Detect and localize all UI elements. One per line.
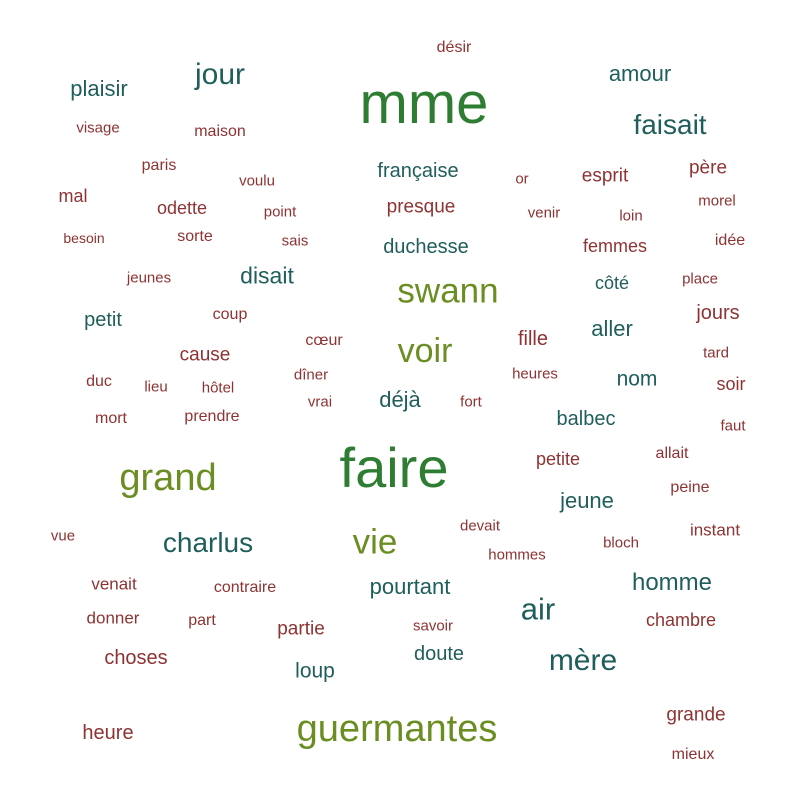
word-donner: donner (86, 608, 140, 628)
word-plaisir: plaisir (70, 76, 128, 101)
word-prendre: prendre (184, 408, 240, 425)
word-besoin: besoin (63, 230, 105, 246)
word-loup: loup (295, 659, 335, 683)
word-faire: faire (339, 436, 449, 499)
word-pourtant: pourtant (369, 574, 451, 599)
word-venait: venait (91, 574, 137, 594)
word-duc: duc (86, 373, 112, 390)
word-grand: grand (119, 457, 217, 499)
word-place: place (682, 270, 718, 288)
word-coeur: cœur (305, 332, 343, 349)
word-visage: visage (76, 119, 120, 137)
word-savoir: savoir (412, 617, 454, 635)
word-homme: homme (631, 569, 713, 596)
word-sais: sais (281, 232, 309, 250)
word-part: part (188, 612, 216, 629)
word-chambre: chambre (645, 610, 717, 630)
word-aller: aller (591, 316, 633, 341)
word-heure: heure (82, 722, 134, 744)
word-devait: devait (459, 517, 501, 535)
word-fort: fort (460, 393, 482, 411)
word-pere: père (688, 157, 728, 179)
word-peine: peine (670, 479, 710, 496)
word-loin: loin (619, 207, 643, 225)
word-bloch: bloch (603, 534, 639, 552)
word-venir: venir (527, 204, 561, 222)
word-mal: mal (58, 186, 88, 206)
word-esprit: esprit (581, 165, 629, 187)
word-disait: disait (240, 262, 294, 289)
word-swann: swann (397, 271, 499, 311)
word-sorte: sorte (177, 228, 213, 245)
word-morel: morel (698, 192, 736, 210)
word-charlus: charlus (162, 527, 254, 558)
word-point: point (263, 203, 297, 221)
word-nom: nom (616, 367, 658, 391)
word-instant: instant (689, 520, 741, 540)
word-maison: maison (194, 123, 246, 140)
word-deja: déjà (379, 387, 421, 412)
word-partie: partie (277, 618, 325, 640)
word-odette: odette (156, 198, 208, 218)
word-petite: petite (535, 449, 581, 469)
word-faisait: faisait (633, 109, 707, 140)
word-lieu: lieu (144, 378, 168, 396)
word-coup: coup (212, 306, 248, 323)
word-desir: désir (436, 39, 472, 56)
word-hommes: hommes (488, 546, 546, 564)
word-presque: presque (386, 196, 456, 218)
word-air: air (520, 591, 556, 627)
word-vue: vue (50, 527, 76, 545)
word-vrai: vrai (307, 393, 333, 411)
word-voir: voir (397, 332, 453, 370)
word-duchesse: duchesse (383, 236, 469, 258)
word-or: or (515, 170, 529, 188)
word-diner: dîner (293, 366, 329, 384)
word-grande: grande (666, 704, 726, 726)
word-contraire: contraire (213, 579, 277, 596)
word-soir: soir (716, 374, 746, 394)
word-hotel: hôtel (201, 379, 235, 397)
word-mieux: mieux (671, 746, 715, 763)
word-mme: mme (359, 71, 489, 136)
word-petit: petit (84, 309, 122, 331)
word-vie: vie (352, 522, 398, 562)
word-jour: jour (194, 58, 246, 91)
word-amour: amour (608, 61, 672, 86)
word-mort: mort (95, 410, 127, 427)
word-guermantes: guermantes (296, 708, 498, 750)
word-choses: choses (104, 647, 168, 669)
word-cause: cause (179, 344, 231, 366)
word-femmes: femmes (582, 236, 648, 256)
word-jeunes: jeunes (126, 269, 172, 287)
word-cote: côté (594, 273, 630, 293)
word-faut: faut (720, 417, 746, 435)
word-balbec: balbec (556, 408, 616, 430)
word-heures: heures (512, 365, 558, 383)
word-francaise: française (377, 160, 459, 182)
word-jours: jours (696, 302, 740, 324)
word-idee: idée (714, 232, 746, 249)
word-fille: fille (517, 328, 549, 350)
word-tard: tard (703, 344, 729, 362)
word-paris: paris (141, 157, 177, 174)
word-jeune: jeune (560, 488, 614, 513)
word-allait: allait (655, 445, 689, 462)
word-voulu: voulu (239, 172, 275, 190)
word-mere: mère (548, 644, 618, 677)
word-doute: doute (413, 643, 465, 665)
